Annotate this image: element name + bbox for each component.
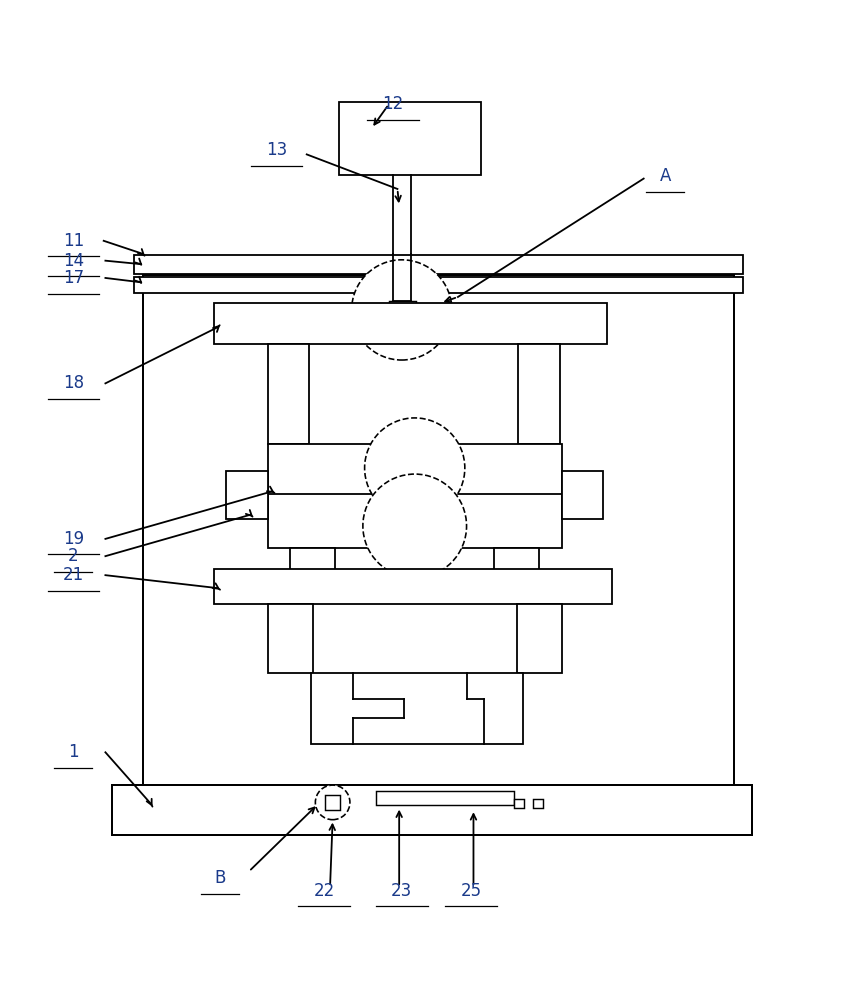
Circle shape — [315, 785, 350, 820]
Bar — [376, 791, 514, 805]
Text: 1: 1 — [68, 743, 79, 761]
Bar — [214, 569, 612, 604]
Bar — [562, 471, 603, 519]
Bar — [143, 275, 734, 833]
Bar — [226, 471, 268, 519]
Bar — [325, 795, 340, 810]
Bar — [514, 799, 524, 808]
Bar — [268, 344, 309, 444]
Bar — [494, 548, 539, 571]
Text: A: A — [659, 167, 671, 185]
Bar — [389, 301, 416, 320]
Text: 23: 23 — [391, 882, 412, 900]
Circle shape — [352, 260, 452, 360]
Bar — [112, 785, 752, 835]
Bar — [311, 673, 523, 744]
Bar — [134, 277, 743, 293]
Circle shape — [365, 418, 465, 518]
Bar — [290, 548, 335, 571]
Bar — [517, 604, 562, 673]
Bar — [268, 444, 562, 548]
Text: 12: 12 — [383, 95, 403, 113]
Bar — [533, 799, 543, 808]
Text: 14: 14 — [63, 252, 84, 270]
Text: 18: 18 — [63, 374, 84, 392]
Text: B: B — [214, 869, 226, 887]
Bar — [134, 255, 743, 274]
Bar — [518, 344, 560, 444]
Text: 13: 13 — [266, 141, 287, 159]
Text: 11: 11 — [63, 232, 84, 250]
Bar — [214, 303, 607, 344]
Bar — [339, 102, 481, 175]
Text: 25: 25 — [461, 882, 481, 900]
Circle shape — [363, 474, 467, 578]
Text: 22: 22 — [314, 882, 334, 900]
Text: 19: 19 — [63, 530, 84, 548]
Text: 17: 17 — [63, 269, 84, 287]
Text: 2: 2 — [68, 547, 79, 565]
Bar — [268, 604, 313, 673]
Text: 21: 21 — [63, 566, 84, 584]
